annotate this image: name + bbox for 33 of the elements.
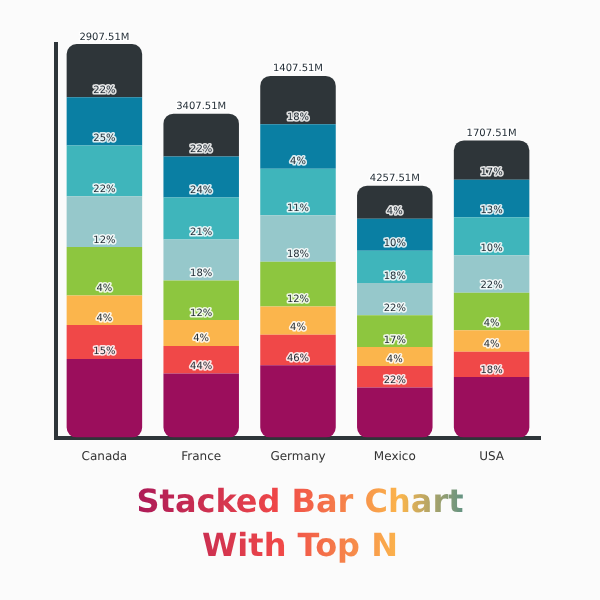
bar — [260, 365, 336, 438]
bar — [260, 215, 336, 262]
bar — [66, 97, 143, 146]
bar — [357, 185, 433, 219]
bar — [453, 217, 530, 256]
bar — [66, 44, 143, 98]
bar — [357, 315, 433, 348]
bar — [453, 330, 530, 352]
bar — [66, 145, 143, 197]
bar — [260, 124, 336, 169]
bar — [163, 280, 239, 320]
bar — [357, 218, 433, 251]
bar — [163, 113, 239, 157]
bar — [163, 373, 239, 438]
text: Stacked Bar Chart With Top N — [100, 480, 500, 568]
bar — [260, 261, 336, 307]
bar — [453, 140, 530, 180]
bar — [66, 247, 143, 296]
bar — [453, 255, 530, 293]
bar — [66, 358, 143, 438]
bar — [163, 156, 239, 198]
bar — [357, 387, 433, 438]
bar — [163, 319, 239, 346]
bar — [260, 75, 336, 125]
bar — [453, 292, 530, 331]
bar — [260, 168, 336, 216]
bar — [260, 306, 336, 335]
bar — [163, 197, 239, 240]
bar — [163, 239, 239, 281]
bar — [66, 196, 143, 248]
bar — [66, 325, 143, 359]
bar — [66, 295, 143, 326]
bar — [453, 376, 530, 438]
